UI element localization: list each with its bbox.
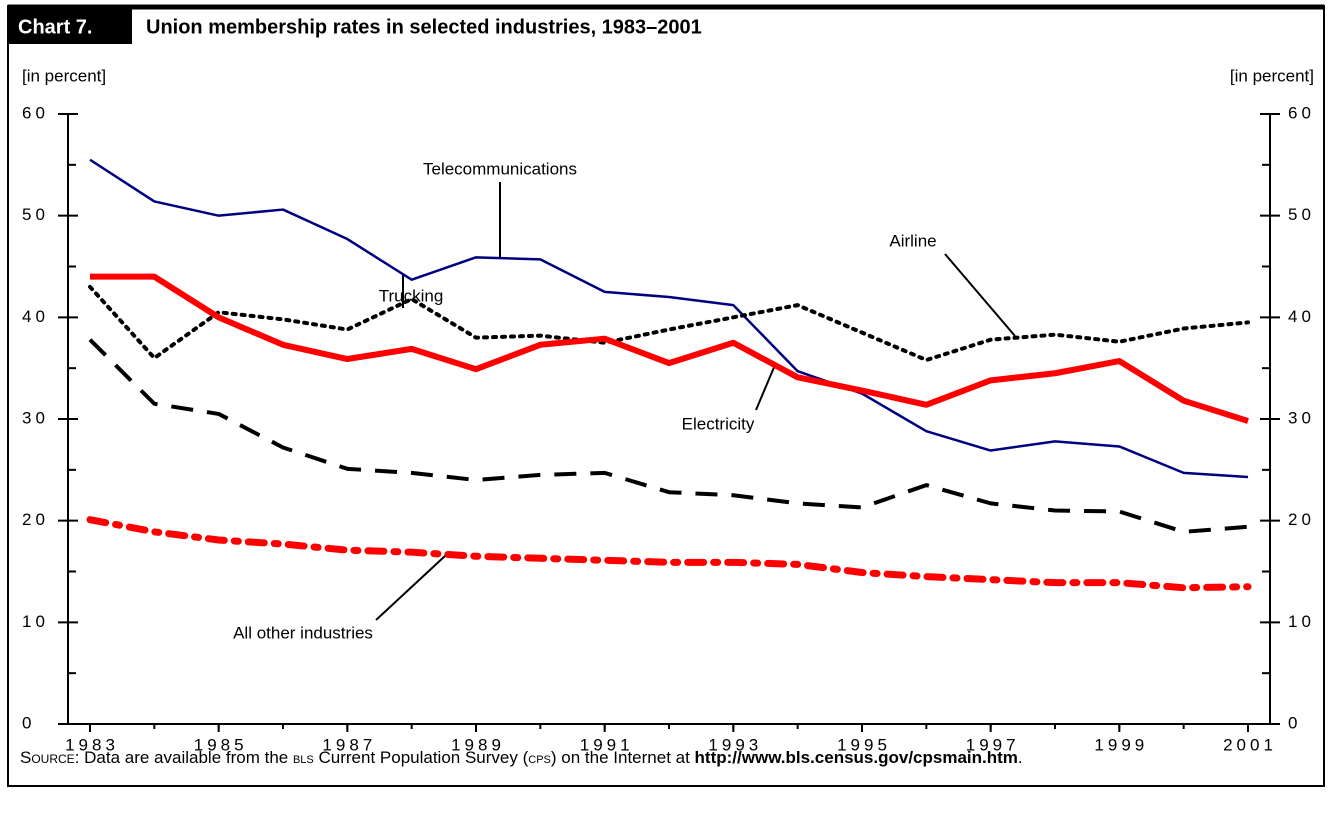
series-label: All other industries bbox=[233, 623, 373, 642]
series-line bbox=[86, 516, 1252, 592]
x-tick-label: 1999 bbox=[1094, 735, 1148, 754]
series-label: Trucking bbox=[379, 286, 444, 305]
x-tick-label: 1997 bbox=[966, 735, 1020, 754]
series-label: Airline bbox=[889, 231, 936, 250]
source-url: http://www.bls.census.gov/cpsmain.htm bbox=[694, 748, 1018, 767]
series-line bbox=[88, 284, 1250, 363]
leader bbox=[755, 364, 776, 411]
leader bbox=[944, 253, 1016, 337]
badge-box bbox=[8, 6, 132, 44]
source: Source: Data are available from the BLS … bbox=[20, 748, 1023, 768]
series-line bbox=[90, 273, 1249, 424]
source-part: . bbox=[1017, 748, 1023, 767]
y2-tick-label: 20 bbox=[1288, 510, 1315, 529]
series-label: Electricity bbox=[682, 414, 755, 433]
y-tick-label: 40 bbox=[22, 307, 49, 326]
y-tick-label: 0 bbox=[22, 713, 35, 732]
source-part: Source bbox=[20, 748, 75, 767]
y2-tick-label: 40 bbox=[1288, 307, 1315, 326]
y2-tick-label: 50 bbox=[1288, 205, 1315, 224]
source-part: : Data are available from the bbox=[74, 748, 293, 767]
source-part: CPS bbox=[528, 754, 551, 766]
y2-tick-label: 30 bbox=[1288, 408, 1315, 427]
y-tick-label: 30 bbox=[22, 408, 49, 427]
series-line bbox=[88, 338, 1249, 534]
y-label: [in percent] bbox=[22, 66, 106, 85]
frame bbox=[7, 5, 1325, 787]
source-part: Current Population Survey ( bbox=[313, 748, 529, 767]
x-tick-label: 1995 bbox=[837, 735, 891, 754]
x-tick-label: 1987 bbox=[322, 735, 376, 754]
x-tick-label: 2001 bbox=[1223, 735, 1277, 754]
badge: Chart 7. bbox=[18, 16, 92, 38]
source-part: ) on the Internet at bbox=[550, 748, 695, 767]
series-line bbox=[89, 158, 1249, 479]
x-tick-label: 1983 bbox=[65, 735, 119, 754]
y2-label: [in percent] bbox=[1230, 66, 1314, 85]
y2-tick-label: 60 bbox=[1288, 103, 1315, 122]
chart-title: Union membership rates in selected indus… bbox=[146, 16, 702, 38]
x-tick-label: 1991 bbox=[580, 735, 634, 754]
x-tick-label: 1989 bbox=[451, 735, 505, 754]
source-part: BLS bbox=[292, 754, 314, 766]
x-tick-label: 1993 bbox=[708, 735, 762, 754]
annotations bbox=[375, 182, 1016, 621]
series-label: Telecommunications bbox=[423, 159, 577, 178]
y2-tick-label: 0 bbox=[1288, 713, 1301, 732]
y-tick-label: 50 bbox=[22, 205, 49, 224]
y-tick-label: 60 bbox=[22, 103, 49, 122]
y2-tick-label: 10 bbox=[1288, 612, 1315, 631]
y-tick-label: 10 bbox=[22, 612, 49, 631]
y-tick-label: 20 bbox=[22, 510, 49, 529]
leader bbox=[375, 555, 446, 621]
x-tick-label: 1985 bbox=[194, 735, 248, 754]
